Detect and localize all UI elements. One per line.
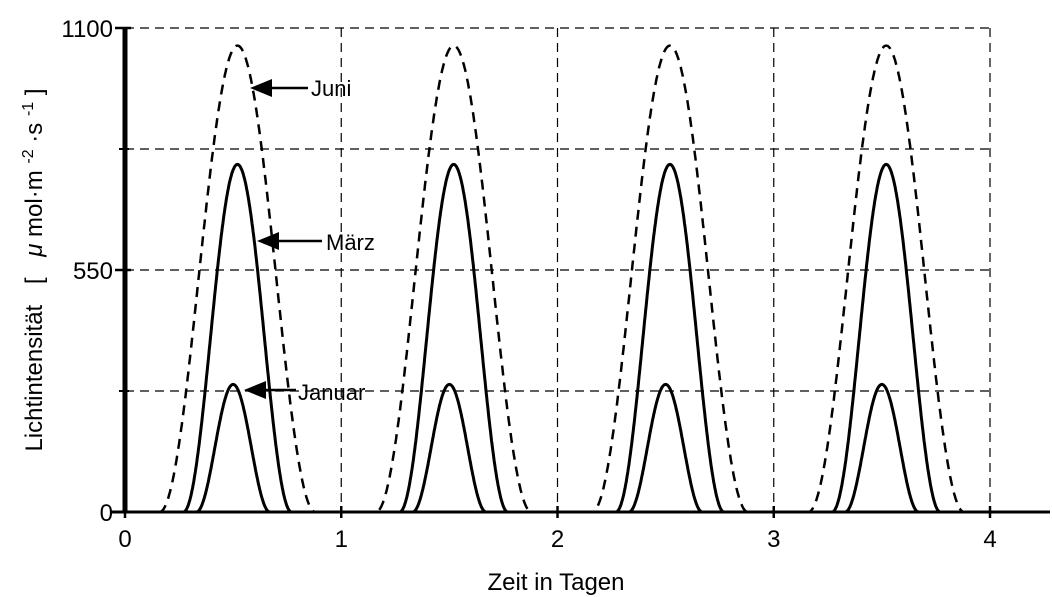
- x-tick-label-1: 1: [335, 526, 348, 553]
- y-tick-label-0: 0: [100, 500, 113, 527]
- legend-label-januar: Januar: [298, 380, 365, 405]
- y-axis-title-main: Lichtintensität: [21, 304, 48, 451]
- svg-text:Lichtintensität [: Lichtintensität [ μ mol·m -2 ·s -1 ]: [12, 88, 48, 451]
- x-tick-label-4: 4: [983, 526, 996, 553]
- y-axis-bracket-open: [: [21, 277, 48, 284]
- callout-januar: Januar: [244, 380, 365, 405]
- callout-juni: Juni: [250, 76, 351, 101]
- y-axis-bracket-close: ]: [21, 88, 48, 95]
- legend-label-maerz: März: [326, 230, 375, 255]
- grid: [125, 27, 991, 512]
- x-axis-title: Zeit in Tagen: [488, 569, 625, 596]
- y-axis-unit-mol: mol·m: [21, 170, 48, 237]
- series-lines: [124, 44, 991, 514]
- x-tick-label-3: 3: [767, 526, 780, 553]
- y-axis-title: Lichtintensität [ μ mol·m -2 ·s -1 ]: [12, 88, 48, 451]
- y-tick-label-1100: 1100: [61, 16, 113, 43]
- series-line-juni: [124, 44, 991, 514]
- y-axis-unit-dot-s: ·s: [21, 123, 48, 143]
- y-axis-unit-exp2: -1: [20, 102, 37, 116]
- ticks: 0 1 2 3 4 0 550 1100: [61, 16, 996, 553]
- callout-maerz: März: [257, 230, 375, 255]
- x-tick-label-0: 0: [118, 526, 131, 553]
- legend-label-juni: Juni: [311, 76, 351, 101]
- x-tick-label-2: 2: [551, 526, 564, 553]
- y-tick-label-550: 550: [73, 258, 113, 285]
- y-axis-unit-mu: μ: [21, 244, 48, 258]
- y-axis-unit-exp1: -2: [20, 149, 37, 163]
